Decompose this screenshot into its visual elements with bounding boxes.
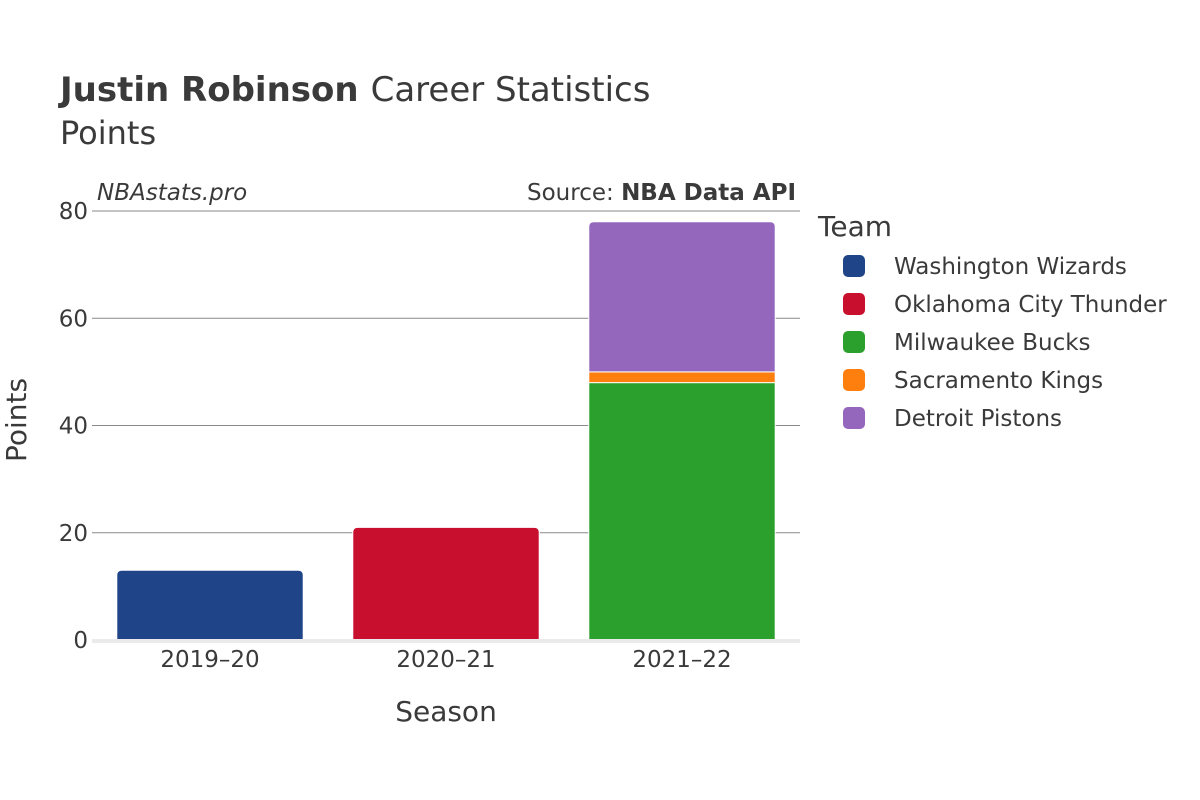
bar-segment — [588, 221, 776, 373]
chart-title-rest: Career Statistics — [371, 70, 651, 110]
legend-label: Sacramento Kings — [894, 368, 1103, 394]
legend-label: Oklahoma City Thunder — [894, 292, 1167, 318]
legend-swatch — [843, 255, 865, 277]
legend-item: Oklahoma City Thunder — [843, 292, 1167, 318]
legend-swatch — [843, 407, 865, 429]
x-tick-label: 2021–22 — [632, 647, 731, 673]
chart-subtitle: Points — [60, 114, 156, 152]
chart-title: Justin Robinson Career Statistics — [58, 70, 650, 110]
legend-item: Sacramento Kings — [843, 368, 1103, 394]
bar-segment — [116, 569, 304, 641]
legend-item: Milwaukee Bucks — [843, 330, 1091, 356]
bar-segment — [588, 382, 776, 641]
legend-item: Detroit Pistons — [843, 406, 1062, 432]
y-tick-label: 40 — [59, 414, 88, 440]
bars — [116, 221, 776, 641]
legend-title: Team — [817, 210, 892, 243]
bar-segment — [588, 371, 776, 384]
source-name: NBA Data API — [621, 180, 796, 206]
chart-title-player: Justin Robinson — [58, 70, 359, 110]
legend-swatch — [843, 331, 865, 353]
y-tick-label: 0 — [73, 628, 88, 654]
source-prefix: Source: — [527, 180, 621, 206]
x-tick-label: 2019–20 — [160, 647, 259, 673]
legend-swatch — [843, 369, 865, 391]
legend-label: Washington Wizards — [894, 254, 1127, 280]
legend-item: Washington Wizards — [843, 254, 1127, 280]
y-axis-ticks: 0 20 40 60 80 — [59, 199, 88, 654]
x-axis-ticks: 2019–20 2020–21 2021–22 — [160, 647, 731, 673]
x-tick-label: 2020–21 — [396, 647, 495, 673]
legend-swatch — [843, 293, 865, 315]
legend: Washington Wizards Oklahoma City Thunder M… — [843, 254, 1167, 432]
source-credit: Source: NBA Data API — [527, 180, 796, 206]
site-credit: NBAstats.pro — [97, 180, 247, 206]
y-axis-title: Points — [0, 378, 33, 462]
legend-label: Milwaukee Bucks — [894, 330, 1091, 356]
bar-segment — [352, 526, 540, 641]
y-tick-label: 80 — [59, 199, 88, 225]
y-tick-label: 20 — [59, 521, 88, 547]
y-tick-label: 60 — [59, 306, 88, 332]
x-axis-title: Season — [395, 695, 497, 728]
legend-label: Detroit Pistons — [894, 406, 1062, 432]
